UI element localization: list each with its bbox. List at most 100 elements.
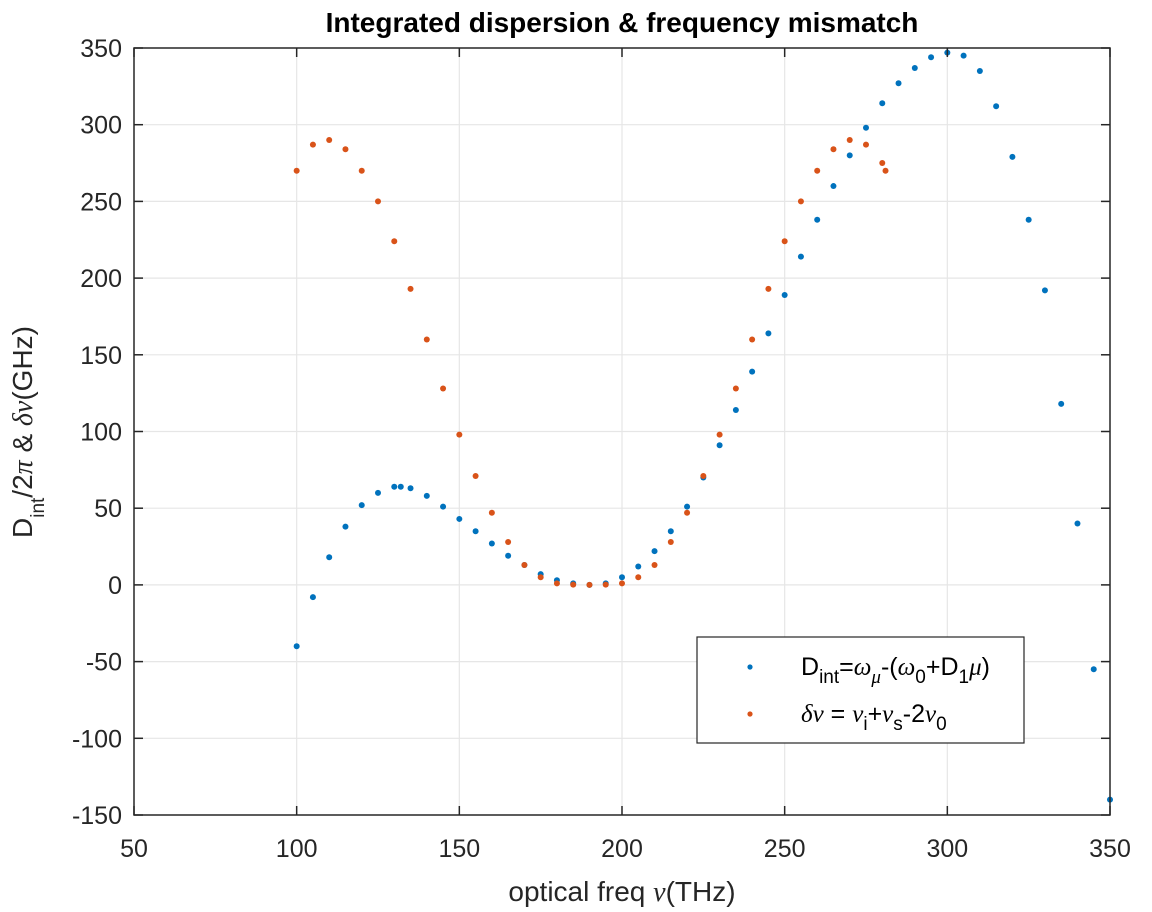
data-point: [781, 291, 788, 298]
data-point: [716, 431, 723, 438]
data-point: [309, 141, 316, 148]
data-point: [846, 137, 853, 144]
x-tick-label: 300: [926, 835, 968, 863]
data-point: [472, 528, 479, 535]
data-point: [911, 64, 918, 71]
data-point: [456, 431, 463, 438]
data-point: [342, 523, 349, 530]
data-point: [895, 80, 902, 87]
data-point: [375, 489, 381, 496]
data-point: [293, 167, 300, 174]
legend: Dint=ωμ-(ω0+D1μ) δν = νi+νs-2ν0: [696, 636, 1025, 744]
tick-labels: 50 100 150 200 250 300 350 -150 -100 -50 0 50 100 150…: [72, 35, 1131, 863]
data-point: [293, 643, 300, 650]
data-point: [781, 238, 788, 245]
data-point: [375, 198, 381, 205]
data-point: [570, 581, 577, 588]
data-point: [651, 561, 658, 568]
y-tick-label: 150: [80, 342, 122, 370]
data-point: [537, 574, 544, 581]
series-layer: [293, 49, 1113, 803]
data-point: [342, 146, 349, 153]
data-point: [749, 368, 756, 375]
data-point: [732, 385, 739, 392]
data-point: [684, 509, 691, 516]
data-point: [846, 152, 853, 159]
data-point: [882, 167, 889, 174]
data-point: [602, 581, 609, 588]
data-point: [407, 485, 414, 492]
x-tick-label: 50: [120, 835, 148, 863]
data-point: [765, 330, 772, 337]
data-point: [488, 509, 495, 516]
data-point: [667, 528, 674, 535]
legend-marker-dnu: [747, 711, 753, 717]
data-point: [993, 103, 1000, 110]
data-point: [814, 167, 821, 174]
x-axis-label: optical freq ν(THz): [508, 876, 735, 908]
data-point: [635, 574, 642, 581]
data-point: [797, 253, 804, 260]
data-point: [830, 183, 837, 190]
data-point: [423, 492, 430, 499]
data-point: [667, 538, 674, 545]
x-tick-label: 200: [601, 835, 643, 863]
data-point: [863, 124, 869, 131]
data-point: [635, 563, 642, 570]
data-point: [619, 580, 625, 587]
data-point: [397, 483, 404, 490]
data-point: [928, 54, 935, 61]
data-point: [440, 503, 447, 510]
y-tick-label: -100: [72, 725, 122, 753]
series-1: [293, 137, 889, 588]
data-point: [326, 554, 333, 561]
x-tick-label: 150: [438, 835, 480, 863]
data-point: [391, 483, 398, 490]
data-point: [586, 581, 593, 588]
data-point: [456, 515, 463, 522]
data-point: [814, 216, 821, 223]
y-tick-label: 50: [94, 495, 122, 523]
data-point: [1058, 400, 1065, 407]
data-point: [505, 538, 512, 545]
data-point: [651, 548, 658, 555]
legend-box: [696, 636, 1025, 744]
y-tick-label: 350: [80, 35, 122, 63]
data-point: [309, 594, 316, 601]
y-tick-label: 250: [80, 188, 122, 216]
y-tick-label: 300: [80, 112, 122, 140]
data-point: [1074, 520, 1081, 527]
chart-title: Integrated dispersion & frequency mismat…: [326, 7, 919, 38]
x-tick-label: 350: [1089, 835, 1131, 863]
data-point: [440, 385, 447, 392]
x-tick-label: 250: [764, 835, 806, 863]
data-point: [619, 574, 625, 581]
y-tick-label: -50: [86, 649, 122, 677]
data-point: [749, 336, 756, 343]
data-point: [700, 472, 707, 479]
data-point: [879, 100, 886, 107]
data-point: [830, 146, 837, 153]
y-tick-label: 200: [80, 265, 122, 293]
data-point: [407, 285, 414, 292]
data-point: [391, 238, 398, 245]
y-tick-label: 100: [80, 419, 122, 447]
data-point: [553, 580, 560, 587]
data-point: [879, 160, 886, 167]
data-point: [326, 137, 333, 144]
y-tick-label: 0: [108, 572, 122, 600]
data-point: [716, 442, 723, 449]
ticks: [133, 47, 1111, 816]
grid: [134, 48, 1110, 815]
data-point: [1041, 287, 1048, 294]
data-point: [488, 540, 495, 547]
data-point: [505, 552, 512, 559]
data-point: [960, 52, 967, 59]
data-point: [358, 167, 365, 174]
data-point: [423, 336, 430, 343]
data-point: [684, 503, 691, 510]
data-point: [797, 198, 804, 205]
data-point: [1090, 666, 1097, 673]
